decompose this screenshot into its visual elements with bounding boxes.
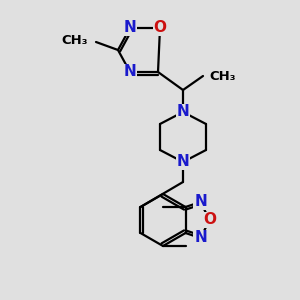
Text: N: N bbox=[194, 194, 207, 209]
Text: O: O bbox=[154, 20, 166, 35]
Text: N: N bbox=[194, 230, 207, 245]
Text: CH₃: CH₃ bbox=[209, 70, 236, 83]
Text: N: N bbox=[177, 154, 189, 169]
Text: N: N bbox=[177, 104, 189, 119]
Text: CH₃: CH₃ bbox=[61, 34, 88, 46]
Text: N: N bbox=[124, 64, 136, 80]
Text: O: O bbox=[203, 212, 216, 227]
Text: N: N bbox=[124, 20, 136, 35]
